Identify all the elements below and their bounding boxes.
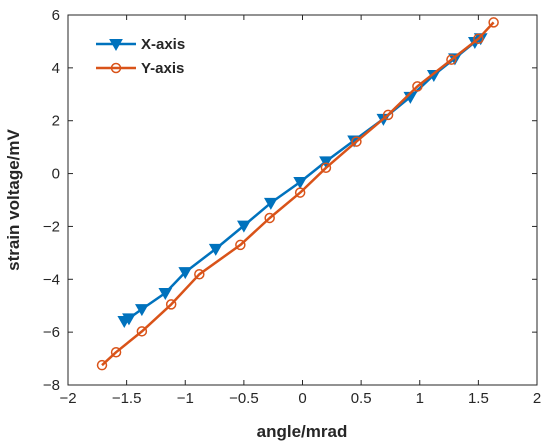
y-axis-label: strain voltage/mV bbox=[4, 128, 23, 270]
data-point bbox=[264, 212, 275, 224]
y-tick-label: 0 bbox=[52, 166, 60, 183]
y-tick-label: −8 bbox=[43, 377, 60, 394]
data-point bbox=[178, 267, 193, 280]
data-point bbox=[382, 109, 394, 121]
legend-entry: Y-axis bbox=[96, 60, 184, 77]
y-tick-label: 4 bbox=[52, 60, 60, 77]
data-point bbox=[96, 359, 108, 371]
y-tick-label: −4 bbox=[43, 271, 60, 288]
x-axis-label: angle/mrad bbox=[257, 422, 348, 441]
data-point bbox=[351, 136, 362, 147]
series-line bbox=[101, 21, 495, 367]
data-point bbox=[293, 177, 308, 190]
legend-label: Y-axis bbox=[141, 60, 184, 77]
series-layer bbox=[96, 17, 499, 371]
y-tick-label: −6 bbox=[43, 324, 60, 341]
legend-box bbox=[84, 27, 204, 81]
data-point bbox=[237, 220, 251, 233]
x-tick-label: 1.5 bbox=[468, 390, 489, 407]
data-point bbox=[208, 243, 223, 256]
data-point bbox=[136, 326, 148, 337]
legend: X-axis Y-axis bbox=[84, 27, 204, 81]
data-point bbox=[135, 304, 149, 317]
x-tick-label: −1.5 bbox=[112, 390, 142, 407]
y-tick-label: 2 bbox=[52, 113, 60, 130]
data-point bbox=[263, 197, 278, 210]
y-tick-label: 6 bbox=[52, 7, 60, 24]
data-point bbox=[109, 39, 123, 52]
data-point bbox=[488, 17, 499, 28]
data-point bbox=[110, 346, 122, 358]
x-tick-label: −1 bbox=[177, 390, 194, 407]
data-point bbox=[473, 33, 484, 45]
x-tick-label: 1 bbox=[416, 390, 424, 407]
data-point bbox=[110, 62, 122, 74]
data-point bbox=[320, 162, 332, 174]
x-tick-label: 0.5 bbox=[351, 390, 372, 407]
legend-label: X-axis bbox=[141, 36, 185, 53]
series-2 bbox=[96, 17, 499, 371]
data-point bbox=[165, 299, 177, 310]
data-point bbox=[412, 81, 423, 92]
data-point bbox=[158, 288, 173, 301]
x-tick-label: −2 bbox=[59, 390, 76, 407]
x-tick-label: −0.5 bbox=[229, 390, 259, 407]
data-point bbox=[446, 54, 457, 65]
data-point bbox=[122, 313, 136, 326]
data-point bbox=[235, 239, 246, 251]
x-tick-label: 0 bbox=[298, 390, 306, 407]
data-point bbox=[194, 269, 205, 280]
x-tick-label: 2 bbox=[533, 390, 541, 407]
data-point bbox=[319, 156, 333, 169]
y-tick-label: −2 bbox=[43, 218, 60, 235]
ticks-layer: −2 −1.5 −1 −0.5 0 0.5 1 1.5 2 −8 −6 −4 −2 0 2 4 6 bbox=[43, 7, 541, 407]
legend-entry: X-axis bbox=[96, 36, 185, 53]
data-point bbox=[294, 187, 306, 198]
